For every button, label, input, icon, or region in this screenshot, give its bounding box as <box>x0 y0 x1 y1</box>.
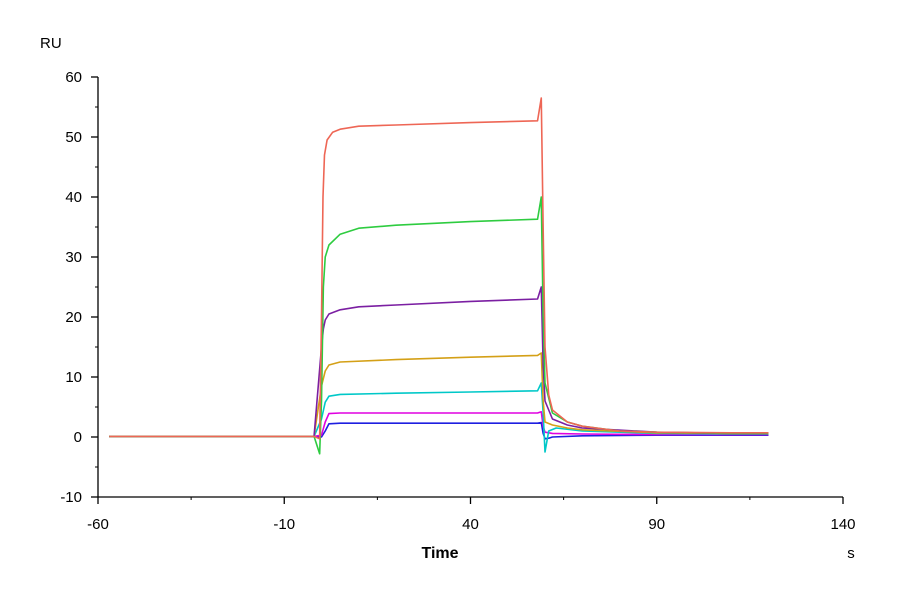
y-axis-label: RU <box>40 35 62 52</box>
series-line-1 <box>109 421 769 440</box>
x-axis-label: Time <box>421 545 458 562</box>
x-tick-label: 40 <box>462 516 479 533</box>
y-tick-label: 60 <box>65 69 82 86</box>
axes: -10 0 10 20 30 40 50 60 -60 -10 40 90 140 <box>60 69 855 533</box>
x-tick-label: 140 <box>830 516 855 533</box>
x-tick-label: 90 <box>648 516 665 533</box>
y-tick-label: 10 <box>65 369 82 386</box>
x-tick-label: -10 <box>273 516 295 533</box>
series-layer <box>109 97 769 455</box>
y-tick-label: -10 <box>60 489 82 506</box>
series-line-6 <box>109 196 769 455</box>
y-tick-label: 50 <box>65 129 82 146</box>
y-tick-label: 30 <box>65 249 82 266</box>
series-line-7 <box>109 97 769 440</box>
y-tick-label: 40 <box>65 189 82 206</box>
series-line-3 <box>109 382 769 453</box>
x-tick-label: -60 <box>87 516 109 533</box>
y-tick-label: 0 <box>74 429 82 446</box>
x-axis-unit: s <box>847 545 855 562</box>
y-tick-label: 20 <box>65 309 82 326</box>
series-line-5 <box>109 286 769 438</box>
